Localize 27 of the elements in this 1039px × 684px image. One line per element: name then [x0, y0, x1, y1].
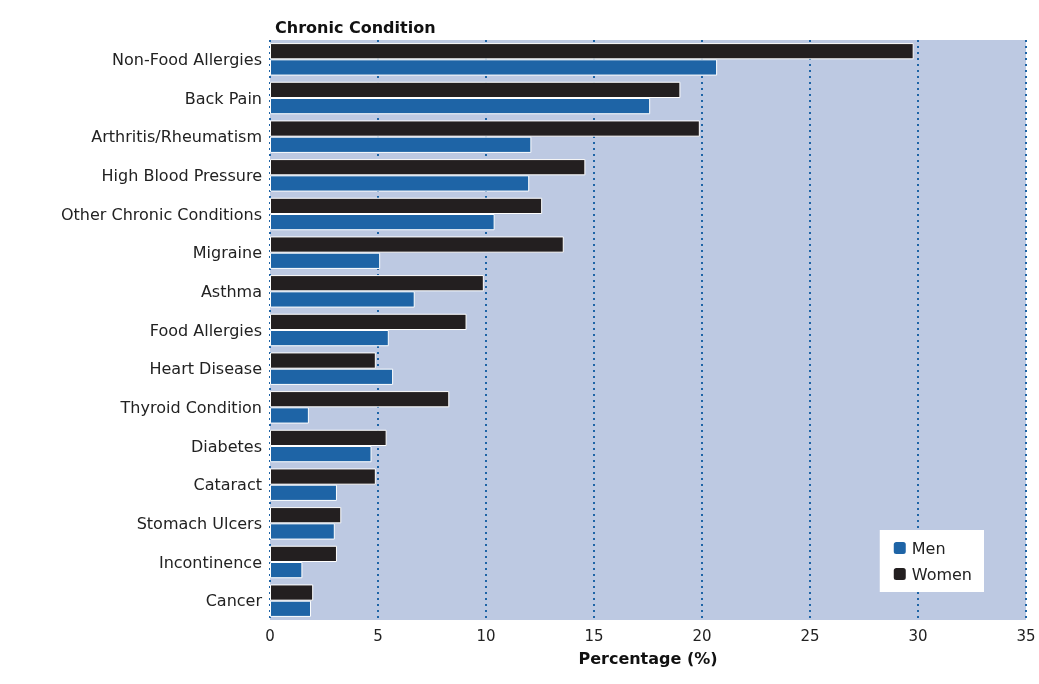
x-tick-label: 10: [476, 626, 496, 645]
y-tick-label: Diabetes: [190, 436, 262, 456]
y-tick-label: Cataract: [193, 475, 262, 495]
x-tick-label: 5: [373, 626, 383, 645]
y-tick-label: Asthma: [200, 281, 262, 301]
y-tick-label: Thyroid Condition: [119, 397, 262, 417]
x-tick-label: 35: [1016, 626, 1036, 645]
y-tick-label: Arthritis/Rheumatism: [91, 127, 262, 147]
x-tick-label: 15: [584, 626, 604, 645]
y-tick-label: Cancer: [205, 591, 263, 611]
y-tick-label: Incontinence: [158, 552, 262, 572]
x-tick-label: 20: [692, 626, 712, 645]
x-tick-label: 0: [265, 626, 275, 645]
y-tick-label: Non-Food Allergies: [112, 49, 262, 69]
x-tick-label: 25: [800, 626, 820, 645]
chart-title: Chronic Condition: [275, 17, 436, 37]
y-tick-label: Stomach Ulcers: [136, 513, 262, 533]
y-tick-label: Heart Disease: [149, 359, 262, 379]
y-tick-label: Back Pain: [184, 88, 262, 108]
legend-label: Women: [911, 564, 973, 584]
legend-label: Men: [911, 538, 946, 558]
y-tick-label: High Blood Pressure: [101, 165, 262, 185]
y-tick-label: Other Chronic Conditions: [61, 204, 262, 224]
x-axis-title: Percentage (%): [578, 648, 718, 668]
x-tick-label: 30: [908, 626, 928, 645]
y-tick-label: Food Allergies: [149, 320, 262, 340]
y-tick-label: Migraine: [192, 243, 262, 263]
